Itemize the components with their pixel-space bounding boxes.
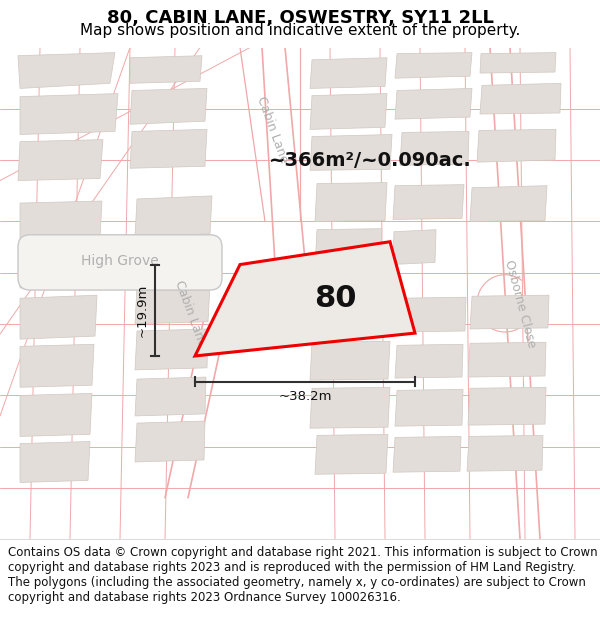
Polygon shape xyxy=(467,436,543,471)
Polygon shape xyxy=(393,184,464,219)
Polygon shape xyxy=(470,295,549,329)
Polygon shape xyxy=(20,393,92,436)
Text: 80, CABIN LANE, OSWESTRY, SY11 2LL: 80, CABIN LANE, OSWESTRY, SY11 2LL xyxy=(107,9,493,26)
Text: Osborne Close: Osborne Close xyxy=(502,258,538,349)
Text: 80: 80 xyxy=(314,284,356,313)
Polygon shape xyxy=(310,341,390,380)
Polygon shape xyxy=(135,242,212,281)
Polygon shape xyxy=(315,434,388,474)
Polygon shape xyxy=(315,229,382,268)
Polygon shape xyxy=(468,388,546,425)
Text: Cabin Lane: Cabin Lane xyxy=(254,94,290,164)
Polygon shape xyxy=(395,88,472,119)
Text: ~19.9m: ~19.9m xyxy=(136,284,149,337)
Polygon shape xyxy=(395,298,466,332)
Polygon shape xyxy=(393,229,436,264)
Polygon shape xyxy=(20,201,102,242)
Polygon shape xyxy=(18,52,115,88)
Polygon shape xyxy=(315,182,387,221)
Text: High Grove: High Grove xyxy=(81,254,159,268)
Polygon shape xyxy=(480,83,561,114)
Polygon shape xyxy=(470,186,547,221)
Polygon shape xyxy=(20,295,97,339)
Polygon shape xyxy=(135,329,208,370)
Text: Map shows position and indicative extent of the property.: Map shows position and indicative extent… xyxy=(80,23,520,38)
Text: Contains OS data © Crown copyright and database right 2021. This information is : Contains OS data © Crown copyright and d… xyxy=(8,546,598,604)
Polygon shape xyxy=(310,94,387,129)
Polygon shape xyxy=(310,388,390,428)
Polygon shape xyxy=(135,377,206,416)
Polygon shape xyxy=(20,248,100,288)
Polygon shape xyxy=(400,131,469,165)
Polygon shape xyxy=(130,56,202,83)
Polygon shape xyxy=(480,52,556,73)
Text: ~38.2m: ~38.2m xyxy=(278,390,332,402)
Polygon shape xyxy=(310,134,392,170)
Polygon shape xyxy=(20,344,94,388)
Polygon shape xyxy=(393,436,461,472)
Polygon shape xyxy=(395,52,472,78)
Text: ~366m²/~0.090ac.: ~366m²/~0.090ac. xyxy=(269,151,472,169)
Polygon shape xyxy=(135,196,212,237)
Polygon shape xyxy=(130,88,207,124)
Polygon shape xyxy=(477,129,556,162)
Polygon shape xyxy=(130,129,207,168)
Polygon shape xyxy=(195,242,415,356)
FancyBboxPatch shape xyxy=(18,235,222,290)
Polygon shape xyxy=(135,421,205,462)
Polygon shape xyxy=(468,342,546,377)
Polygon shape xyxy=(18,139,103,181)
Polygon shape xyxy=(395,344,463,378)
Polygon shape xyxy=(310,58,387,88)
Polygon shape xyxy=(135,285,210,324)
Polygon shape xyxy=(20,94,118,134)
Polygon shape xyxy=(20,441,90,483)
Text: Cabin Lane: Cabin Lane xyxy=(172,278,208,349)
Polygon shape xyxy=(310,295,390,334)
Polygon shape xyxy=(395,389,463,426)
